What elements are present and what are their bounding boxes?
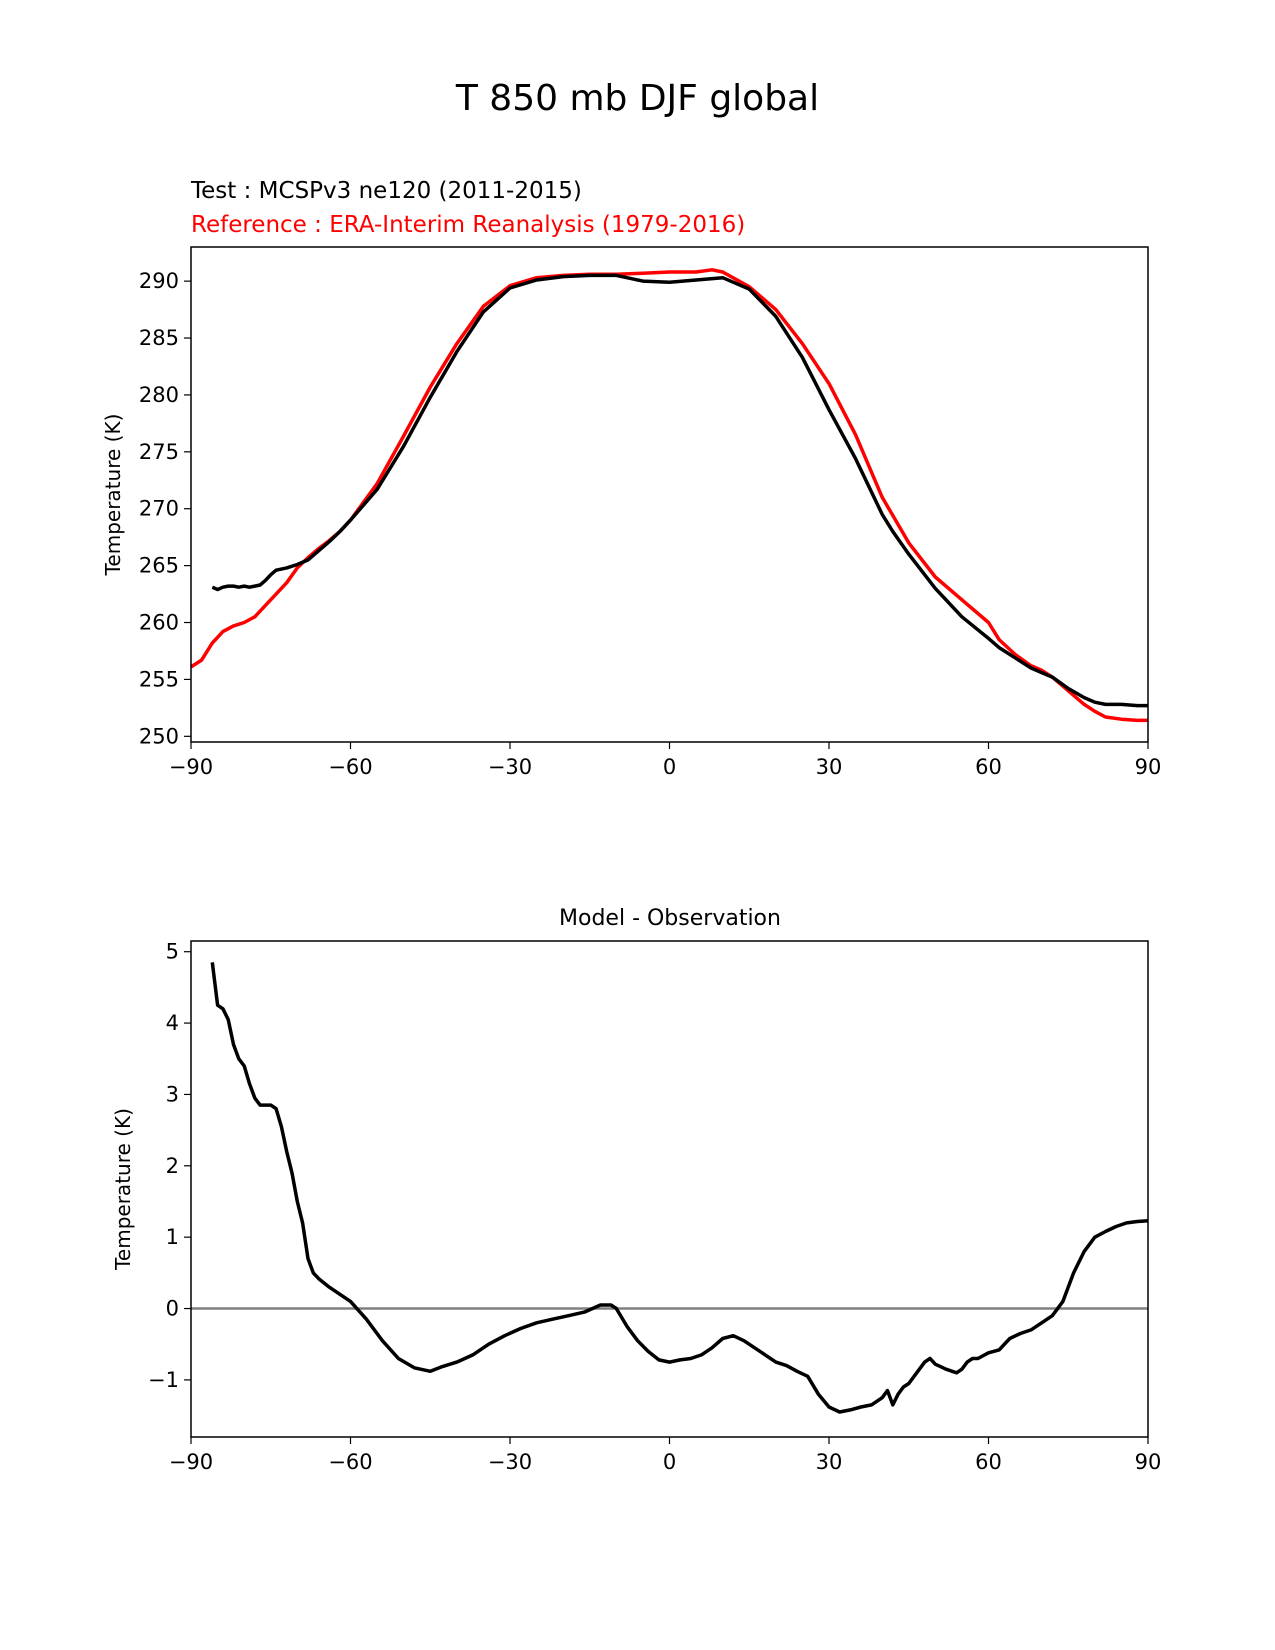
test-series-line [211, 273, 1148, 708]
x-tick-label: −90 [169, 755, 213, 779]
x-tick-label: 90 [1135, 755, 1162, 779]
y-tick-label: 4 [166, 1011, 179, 1035]
test-label: Test : MCSPv3 ne120 (2011-2015) [190, 178, 582, 204]
figure-title: T 850 mb DJF global [455, 78, 819, 119]
y-axis-label: Temperature (K) [101, 414, 125, 577]
x-tick-label: −30 [488, 1450, 532, 1474]
x-tick-label: −60 [328, 755, 372, 779]
x-tick-label: 30 [816, 755, 843, 779]
y-tick-label: 1 [166, 1225, 179, 1249]
top-panel-temperature-plot: −90 −60 −30 0 30 60 90 250 255 260 265 270 275 280 285… [101, 246, 1162, 779]
x-tick-label: −30 [488, 755, 532, 779]
plot-frame [190, 246, 1149, 743]
y-tick-label: 3 [166, 1082, 179, 1106]
x-tick-label: 30 [816, 1450, 843, 1474]
x-tick-label: 90 [1135, 1450, 1162, 1474]
y-tick-label: 2 [166, 1154, 179, 1178]
x-tick-label: −90 [169, 1450, 213, 1474]
y-axis-label: Temperature (K) [111, 1108, 135, 1271]
x-tick-label: 0 [663, 755, 676, 779]
y-tick-label: 280 [139, 383, 179, 407]
y-tick-label: 0 [166, 1297, 179, 1321]
y-tick-label: 290 [139, 269, 179, 293]
x-tick-label: −60 [328, 1450, 372, 1474]
y-tick-label: 275 [139, 440, 179, 464]
y-tick-label: 5 [166, 940, 179, 964]
x-tick-label: 60 [975, 1450, 1002, 1474]
difference-series-line [210, 962, 1149, 1414]
reference-series-line [190, 268, 1148, 723]
y-tick-label: 255 [139, 667, 179, 691]
x-tick-label: 0 [663, 1450, 676, 1474]
reference-label: Reference : ERA-Interim Reanalysis (1979… [191, 212, 745, 238]
y-tick-label: 265 [139, 554, 179, 578]
x-tick-label: 60 [975, 755, 1002, 779]
y-tick-label: 285 [139, 326, 179, 350]
y-tick-label: −1 [148, 1368, 179, 1392]
y-tick-label: 260 [139, 611, 179, 635]
y-tick-label: 250 [139, 724, 179, 748]
bottom-panel-title: Model - Observation [559, 906, 781, 931]
y-tick-label: 270 [139, 497, 179, 521]
bottom-panel-difference-plot: −90 −60 −30 0 30 60 90 −1 0 1 2 3 4 5 Temperature (K) [111, 940, 1161, 1474]
